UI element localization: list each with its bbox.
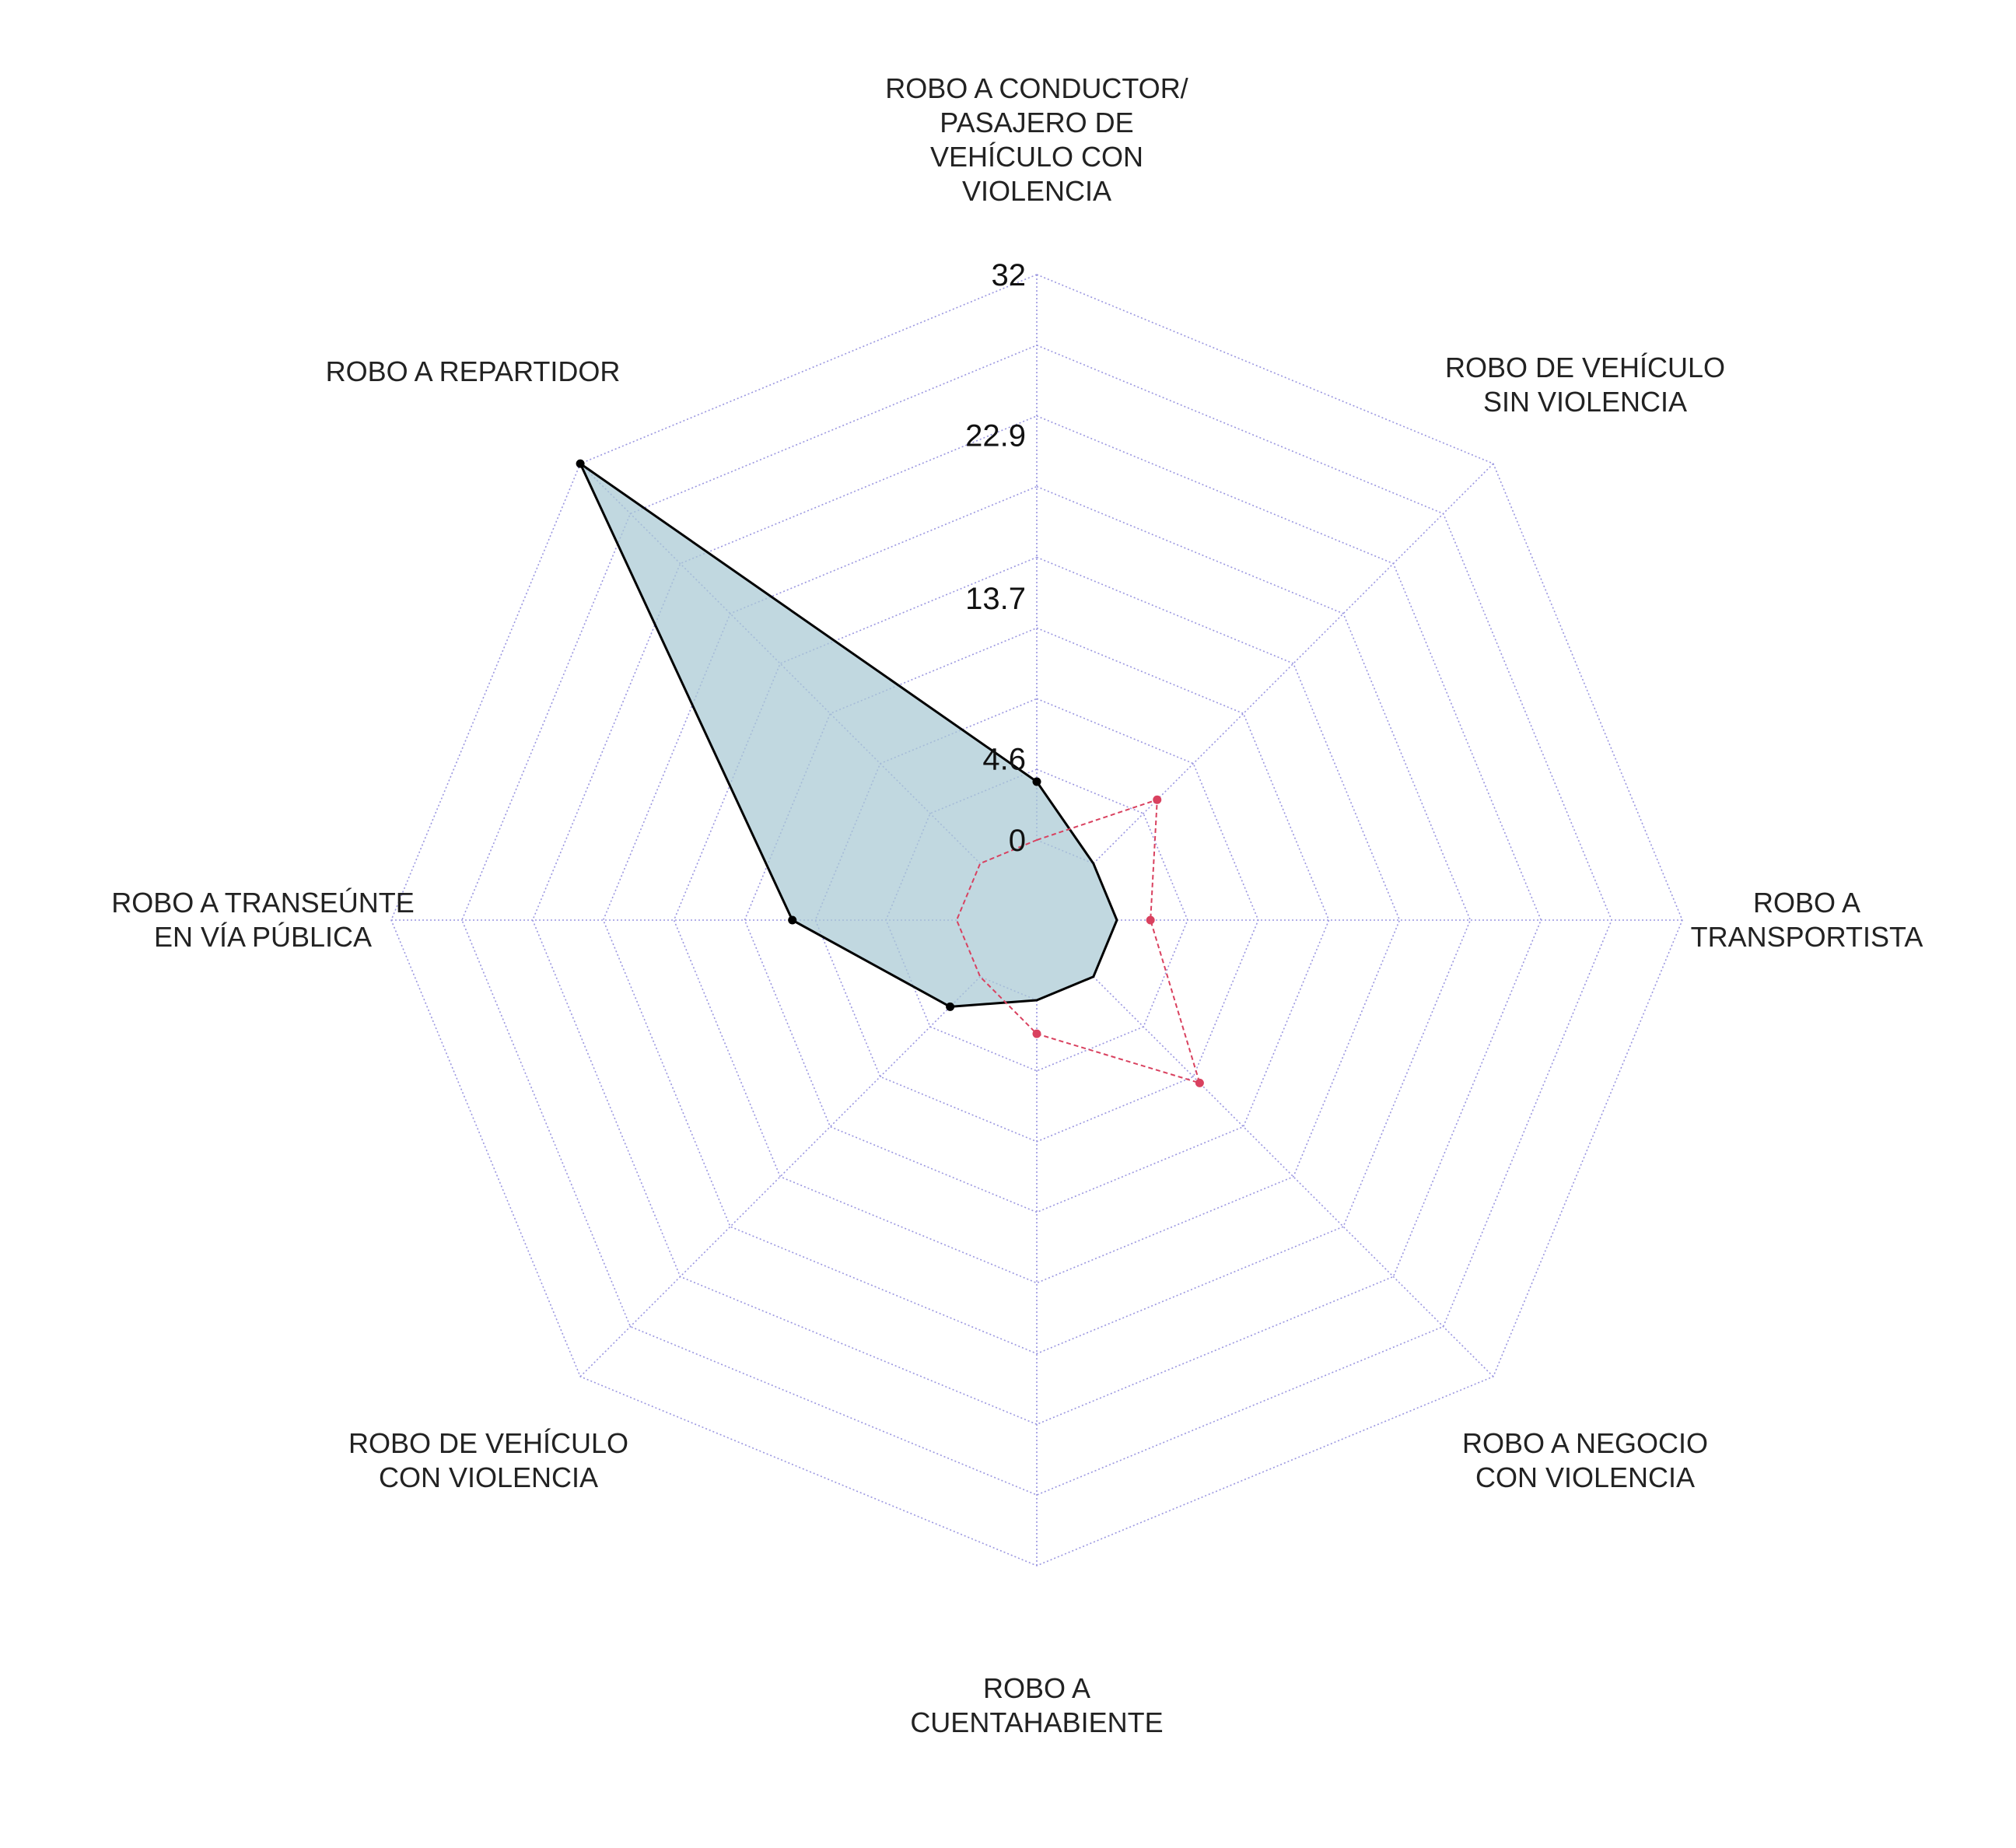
axis-label-line: VIOLENCIA xyxy=(962,175,1111,207)
tick-label: 32 xyxy=(992,258,1027,292)
tick-label: 13.7 xyxy=(965,582,1026,616)
axis-label-line: ROBO A xyxy=(1753,887,1860,919)
axis-label: ROBO A CUENTAHABIENTE xyxy=(910,1672,1163,1738)
axis-label-line: EN VÍA PÚBLICA xyxy=(154,921,372,953)
series-1-point xyxy=(946,1002,955,1011)
axis-label-line: ROBO DE VEHÍCULO xyxy=(1445,352,1725,383)
series-2-point xyxy=(1195,1078,1204,1087)
axis-labels: ROBO A CONDUCTOR/PASAJERO DE VEHÍCULO CON… xyxy=(111,72,1923,1738)
axis-label: ROBO A TRANSEÚNTE EN VÍA PÚBLICA xyxy=(111,887,414,953)
series-1-point xyxy=(1032,777,1041,786)
tick-labels: 0 4.6 13.7 22.9 32 xyxy=(965,258,1026,858)
series-1-area xyxy=(579,462,1118,1008)
axis-label: ROBO A NEGOCIO CON VIOLENCIA xyxy=(1462,1427,1708,1493)
series-2-point xyxy=(1146,915,1155,925)
axis-label-line: ROBO DE VEHÍCULO xyxy=(348,1427,628,1459)
axis-label-line: VEHÍCULO CON xyxy=(930,141,1143,173)
axis-label-line: CUENTAHABIENTE xyxy=(910,1706,1163,1738)
axis-label-line: ROBO A CONDUCTOR/ xyxy=(885,72,1188,104)
grid-ring xyxy=(531,415,1542,1426)
axis-label-line: ROBO A TRANSEÚNTE xyxy=(111,887,414,919)
axis-label: ROBO DE VEHÍCULO CON VIOLENCIA xyxy=(348,1427,628,1493)
tick-label: 4.6 xyxy=(982,742,1026,776)
axis-label-line: ROBO A REPARTIDOR xyxy=(326,355,621,387)
grid-ring xyxy=(602,485,1472,1355)
grid-spoke xyxy=(579,976,981,1377)
axis-label-line: ROBO A NEGOCIO xyxy=(1462,1427,1708,1459)
grid-spoke xyxy=(1093,463,1494,864)
axis-label-line: CON VIOLENCIA xyxy=(379,1461,598,1493)
series-1-point xyxy=(576,459,585,468)
series-2-point xyxy=(1153,795,1162,804)
axis-label-line: SIN VIOLENCIA xyxy=(1483,386,1687,418)
axis-label-line: TRANSPORTISTA xyxy=(1691,921,1923,953)
axis-label: ROBO A REPARTIDOR xyxy=(326,355,621,387)
series-layer xyxy=(576,459,1204,1087)
axis-label-line: CON VIOLENCIA xyxy=(1475,1461,1695,1493)
axis-label: ROBO A CONDUCTOR/PASAJERO DE VEHÍCULO CON… xyxy=(885,72,1188,207)
tick-label: 22.9 xyxy=(965,419,1026,453)
tick-label: 0 xyxy=(1009,824,1026,858)
grid-ring xyxy=(461,345,1612,1496)
axis-label-line: ROBO A xyxy=(983,1672,1090,1704)
axis-label: ROBO DE VEHÍCULO SIN VIOLENCIA xyxy=(1445,352,1725,418)
series-1-point xyxy=(788,915,797,925)
series-2-point xyxy=(1032,1029,1041,1038)
axis-label-line: PASAJERO DE xyxy=(940,107,1133,138)
axis-label: ROBO A TRANSPORTISTA xyxy=(1691,887,1923,953)
grid-spoke xyxy=(1093,976,1494,1377)
